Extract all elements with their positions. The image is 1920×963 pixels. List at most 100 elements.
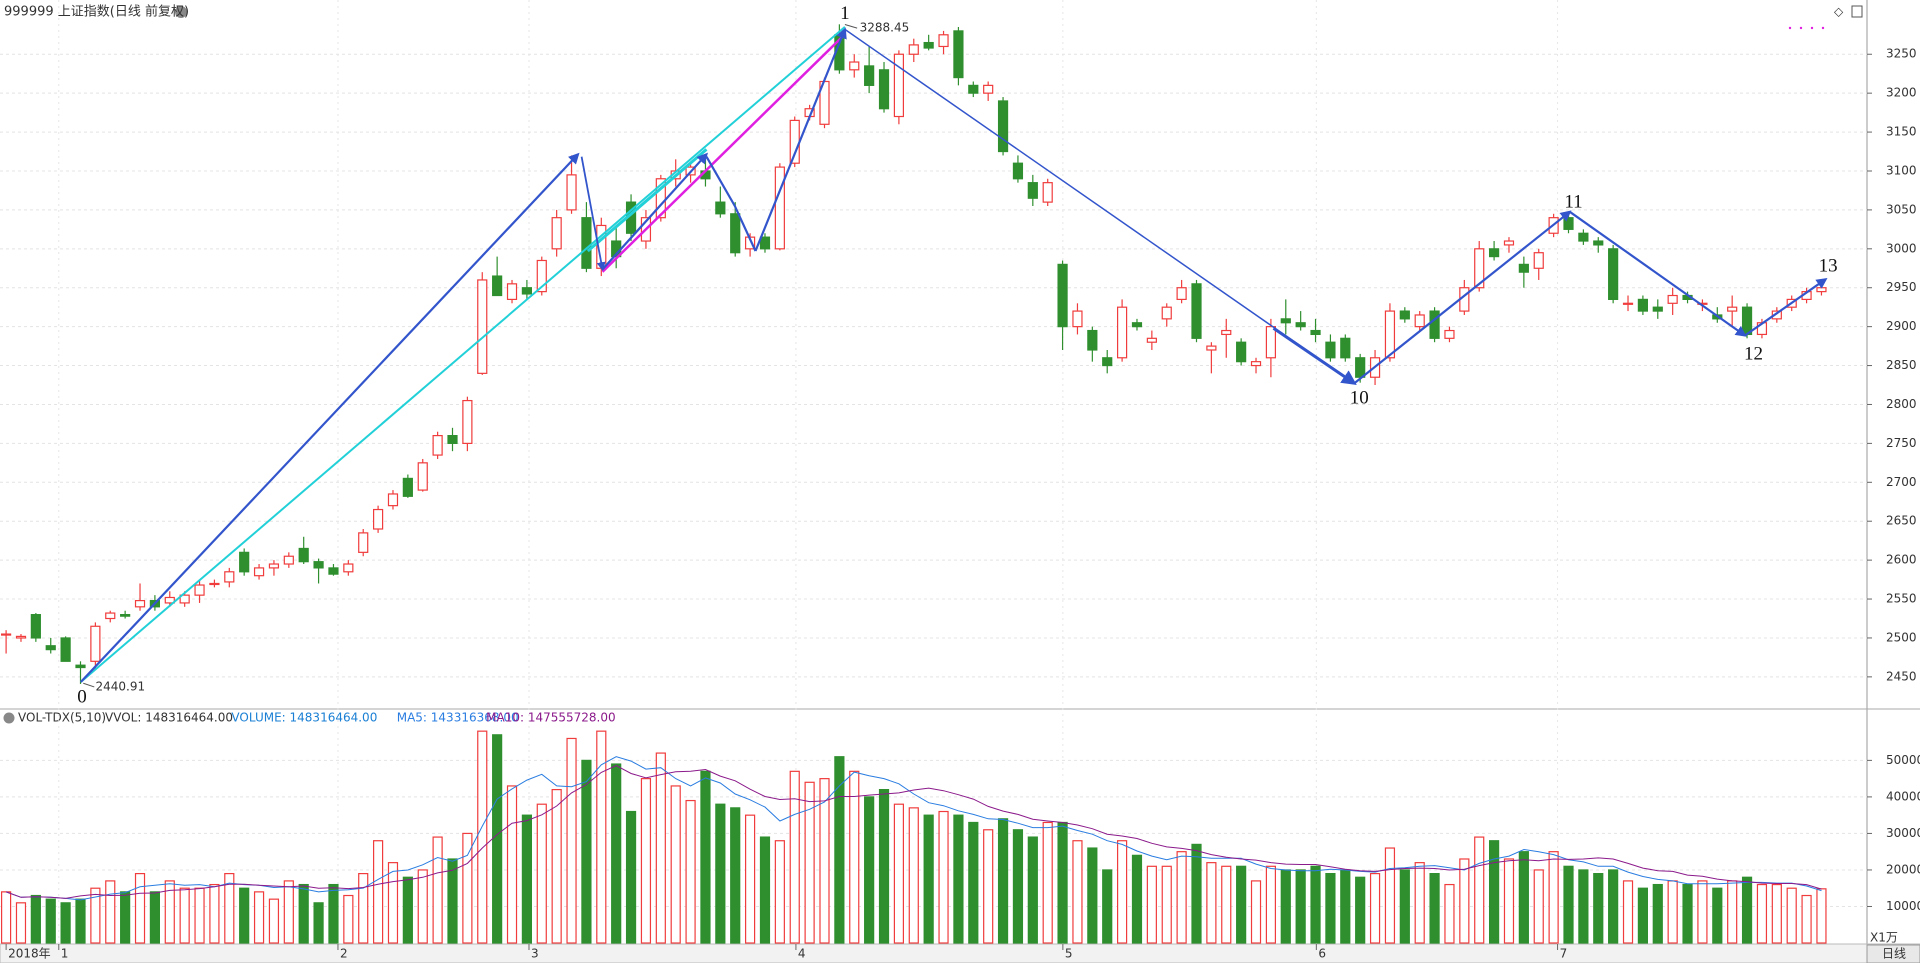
- wave-line: [844, 28, 1355, 384]
- wave-label: 11: [1564, 192, 1582, 213]
- candle-body: [1652, 306, 1663, 312]
- candle-body: [1042, 182, 1053, 203]
- volume-bar: [268, 898, 280, 944]
- volume-bar: [834, 756, 845, 944]
- candle-body: [1488, 248, 1500, 258]
- candle-body: [492, 275, 503, 297]
- volume-bar: [15, 902, 27, 944]
- volume-bar: [1801, 894, 1812, 944]
- volume-bar: [194, 887, 205, 944]
- candle-body: [1340, 337, 1351, 359]
- tool-icon[interactable]: [1851, 5, 1863, 18]
- wave-line: [1744, 277, 1828, 337]
- candle-body: [1563, 217, 1574, 230]
- candle-body: [224, 571, 235, 583]
- volume-bar: [283, 880, 294, 944]
- candle-body: [1637, 298, 1649, 312]
- candle-body: [1533, 252, 1544, 269]
- candle-body: [997, 100, 1009, 153]
- legend-entry: MA5: 143316368.00: [397, 711, 519, 725]
- candle-body: [343, 563, 354, 573]
- candle-body: [134, 599, 146, 608]
- menu-icon[interactable]: [175, 6, 187, 18]
- candle-body: [1236, 341, 1247, 363]
- unit-label: X1万: [1870, 931, 1898, 945]
- candle-body: [983, 84, 994, 94]
- volume-bar: [1563, 865, 1574, 944]
- candle-body: [1816, 287, 1827, 293]
- x-tick-label: 7: [1560, 947, 1568, 961]
- period-label: 日线: [1882, 947, 1906, 961]
- candle-body: [893, 53, 905, 118]
- volume-bar: [566, 737, 577, 944]
- chart-title: 999999 上证指数(日线 前复权): [4, 4, 189, 20]
- y-tick-label: 2450: [1886, 669, 1917, 683]
- candle-body: [1280, 318, 1291, 324]
- candle-body: [268, 563, 280, 569]
- wave-line: [1353, 210, 1572, 385]
- candle-body: [477, 279, 488, 374]
- volume-bar: [1265, 865, 1277, 944]
- tool-icon[interactable]: ◇: [1834, 5, 1844, 19]
- candle-body: [209, 582, 220, 586]
- volume-bar: [1221, 865, 1232, 944]
- wave-label: 0: [77, 686, 87, 707]
- menu-icon[interactable]: [3, 712, 15, 724]
- candle-body: [1325, 341, 1336, 359]
- candle-body: [1012, 162, 1024, 180]
- candle-body: [373, 508, 384, 530]
- candle-body: [328, 567, 339, 575]
- candle-body: [194, 584, 205, 596]
- volume-bar: [358, 873, 369, 944]
- volume-bar: [521, 814, 533, 944]
- candle-body: [923, 41, 934, 49]
- volume-bar: [640, 778, 652, 944]
- volume-bar: [1608, 869, 1619, 944]
- volume-bar: [1593, 873, 1604, 944]
- volume-bar: [373, 840, 384, 944]
- wave-label: 1: [840, 3, 850, 24]
- candle-body: [1146, 337, 1157, 343]
- candle-body: [953, 30, 964, 79]
- volume-bar: [1325, 873, 1336, 944]
- candle-body: [1399, 310, 1410, 320]
- vvol-label: VVOL: 148316464.00: [105, 711, 233, 725]
- volume-bar: [1637, 887, 1649, 944]
- y-tick-label: 30000: [1886, 826, 1920, 840]
- candle-body: [968, 84, 979, 94]
- volume-bar: [462, 832, 473, 944]
- candle-body: [655, 178, 666, 219]
- volume-bar: [1250, 880, 1262, 944]
- candle-body: [1102, 357, 1113, 367]
- volume-bar: [0, 891, 12, 944]
- y-tick-label: 2500: [1886, 630, 1917, 644]
- candle-body: [30, 614, 41, 639]
- volume-bar: [402, 876, 413, 944]
- volume-bar: [938, 810, 949, 944]
- x-tick-label: 2: [340, 947, 348, 961]
- candle-body: [283, 555, 294, 565]
- volume-bar: [387, 862, 399, 944]
- candle-body: [730, 213, 741, 254]
- candle-body: [1414, 314, 1425, 328]
- candle-body: [462, 399, 473, 444]
- y-tick-label: 40000: [1886, 789, 1920, 803]
- volume-bar: [878, 788, 890, 944]
- candle-body: [15, 635, 27, 639]
- volume-bar: [1697, 880, 1708, 944]
- volume-bar: [953, 814, 964, 944]
- candle-body: [60, 637, 71, 662]
- candle-body: [506, 283, 518, 301]
- volume-bar: [1474, 836, 1485, 944]
- volume-bar: [536, 803, 547, 944]
- wave-line: [1272, 326, 1357, 385]
- volume-bar: [1816, 888, 1827, 944]
- volume-bar: [1384, 847, 1396, 944]
- candle-body: [1072, 310, 1083, 328]
- period-button[interactable]: [1866, 944, 1920, 963]
- candle-body: [239, 551, 250, 573]
- candle-body: [551, 217, 562, 250]
- y-tick-label: 20000: [1886, 862, 1920, 876]
- candle-body: [908, 44, 919, 55]
